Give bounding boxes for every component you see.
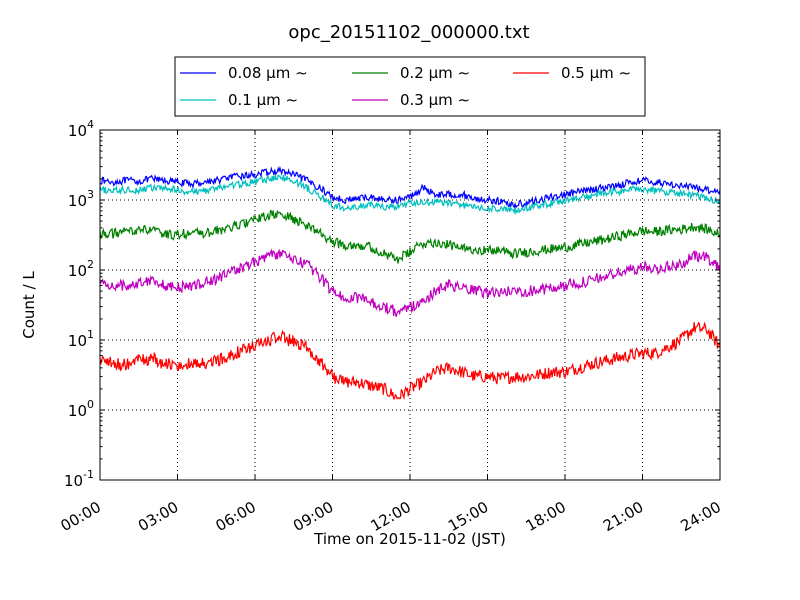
y-tick-label: 104 xyxy=(68,118,94,140)
x-axis-label: Time on 2015-11-02 (JST) xyxy=(313,530,506,548)
y-tick-label: 103 xyxy=(68,188,94,210)
series-line-0.2 xyxy=(100,209,720,264)
legend-label-0.5: 0.5 μm ∼ xyxy=(561,64,631,82)
legend: 0.08 μm ∼ 0.1 μm ∼ 0.2 μm ∼ 0.3 μm ∼ 0.5 μm … xyxy=(174,56,646,117)
y-tick-base: 10 xyxy=(64,472,83,490)
series-line-0.08 xyxy=(100,165,720,210)
y-tick-exponent: 0 xyxy=(87,398,94,411)
chart-title: opc_20151102_000000.txt xyxy=(288,22,529,43)
y-tick-exponent: 4 xyxy=(87,118,94,131)
y-tick-label: 10-1 xyxy=(64,468,94,490)
grid xyxy=(100,130,720,480)
series-line-0.3 xyxy=(100,248,720,317)
y-axis-label: Count / L xyxy=(20,271,38,339)
y-tick-exponent: 1 xyxy=(87,328,94,341)
y-tick-base: 10 xyxy=(68,192,87,210)
y-tick-base: 10 xyxy=(68,332,87,350)
legend-label-0.08: 0.08 μm ∼ xyxy=(228,64,308,82)
series-line-0.1 xyxy=(100,174,720,216)
y-tick-label: 102 xyxy=(68,258,94,280)
y-tick-base: 10 xyxy=(68,402,87,420)
legend-label-0.1: 0.1 μm ∼ xyxy=(228,91,298,109)
legend-label-0.3: 0.3 μm ∼ xyxy=(400,91,470,109)
y-tick-base: 10 xyxy=(68,122,87,140)
y-tick-base: 10 xyxy=(68,262,87,280)
y-tick-exponent: 3 xyxy=(87,188,94,201)
series-layer xyxy=(100,165,720,401)
y-tick-label: 100 xyxy=(68,398,94,420)
legend-box xyxy=(174,56,646,117)
legend-label-0.2: 0.2 μm ∼ xyxy=(400,64,470,82)
y-tick-exponent: 2 xyxy=(87,258,94,271)
y-tick-exponent: -1 xyxy=(83,468,94,481)
y-tick-label: 101 xyxy=(68,328,94,350)
series-line-0.5 xyxy=(100,321,720,401)
